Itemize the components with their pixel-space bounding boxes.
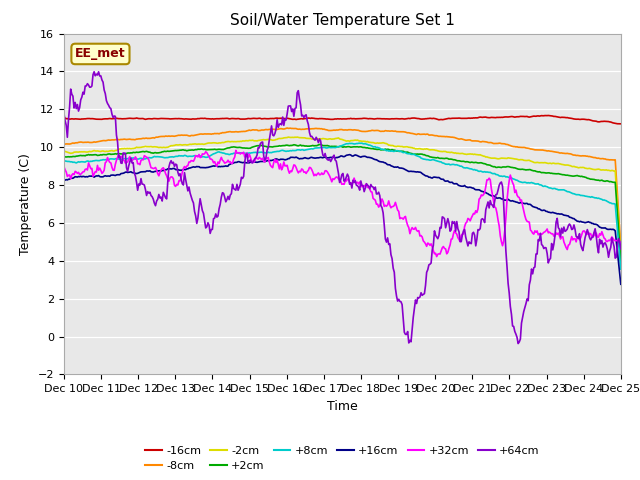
+16cm (324, 155, 332, 161)
-16cm (605, 119, 612, 124)
+16cm (328, 155, 335, 160)
Line: -16cm: -16cm (64, 116, 621, 124)
+8cm (605, 199, 612, 205)
-8cm (284, 125, 291, 131)
+2cm (393, 148, 401, 154)
-16cm (617, 121, 625, 127)
+64cm (60, 111, 68, 117)
+64cm (606, 248, 614, 254)
+2cm (605, 179, 612, 184)
+2cm (518, 167, 525, 172)
+16cm (362, 154, 370, 160)
+2cm (60, 154, 68, 159)
+16cm (60, 178, 68, 183)
+32cm (326, 173, 333, 179)
-8cm (60, 141, 68, 147)
Line: +2cm: +2cm (64, 144, 621, 261)
-2cm (518, 157, 525, 163)
-8cm (362, 129, 370, 134)
+2cm (326, 144, 333, 149)
-2cm (329, 136, 337, 142)
-8cm (326, 128, 333, 133)
Title: Soil/Water Temperature Set 1: Soil/Water Temperature Set 1 (230, 13, 455, 28)
-16cm (616, 121, 623, 127)
+64cm (329, 154, 337, 160)
Y-axis label: Temperature (C): Temperature (C) (19, 153, 32, 255)
+64cm (326, 156, 333, 162)
+16cm (393, 164, 401, 170)
-16cm (328, 117, 335, 122)
-16cm (362, 115, 369, 121)
+2cm (329, 144, 337, 149)
+32cm (232, 147, 239, 153)
+32cm (393, 204, 401, 209)
Line: -2cm: -2cm (64, 137, 621, 256)
Line: +64cm: +64cm (64, 72, 621, 344)
+64cm (515, 341, 522, 347)
+32cm (606, 238, 614, 243)
+32cm (519, 203, 527, 209)
+8cm (328, 145, 335, 151)
-2cm (293, 134, 301, 140)
+16cm (605, 227, 612, 232)
+8cm (393, 148, 401, 154)
-16cm (516, 113, 524, 119)
+32cm (362, 181, 370, 187)
Legend: -16cm, -8cm, -2cm, +2cm, +8cm, +16cm, +32cm, +64cm: -16cm, -8cm, -2cm, +2cm, +8cm, +16cm, +3… (141, 441, 544, 476)
+8cm (362, 141, 370, 147)
Line: +32cm: +32cm (64, 150, 621, 256)
+64cm (519, 314, 527, 320)
+8cm (358, 140, 366, 146)
+64cm (393, 293, 401, 299)
X-axis label: Time: Time (327, 400, 358, 413)
-2cm (617, 253, 625, 259)
+32cm (60, 164, 68, 170)
-8cm (329, 127, 337, 133)
+8cm (324, 144, 332, 150)
-2cm (362, 139, 370, 144)
+32cm (329, 176, 337, 181)
-16cm (392, 116, 399, 121)
+2cm (617, 258, 625, 264)
+64cm (617, 246, 625, 252)
-8cm (393, 129, 401, 134)
-2cm (393, 144, 401, 149)
+32cm (433, 253, 440, 259)
+16cm (518, 200, 525, 205)
+32cm (617, 240, 625, 246)
Text: EE_met: EE_met (75, 48, 126, 60)
-8cm (617, 244, 625, 250)
+16cm (346, 152, 353, 157)
+8cm (617, 266, 625, 272)
+64cm (90, 69, 98, 75)
Line: +8cm: +8cm (64, 143, 621, 269)
-2cm (605, 168, 612, 173)
+8cm (60, 158, 68, 164)
Line: +16cm: +16cm (64, 155, 621, 284)
+8cm (518, 180, 525, 185)
-2cm (326, 136, 333, 142)
+2cm (317, 142, 324, 147)
-8cm (518, 144, 525, 150)
+2cm (362, 145, 370, 151)
+16cm (617, 281, 625, 287)
Line: -8cm: -8cm (64, 128, 621, 247)
+64cm (362, 181, 370, 187)
-16cm (60, 115, 68, 121)
-2cm (60, 148, 68, 154)
-8cm (605, 157, 612, 163)
-16cm (545, 113, 552, 119)
-16cm (324, 116, 332, 122)
